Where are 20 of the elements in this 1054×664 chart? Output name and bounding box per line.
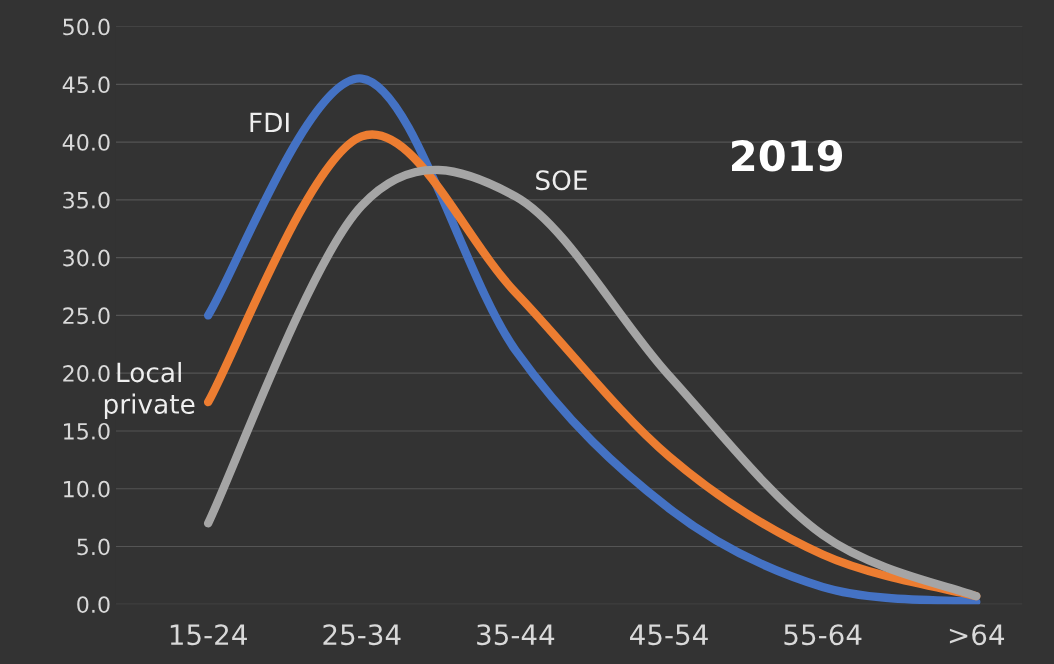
x-tick-label: 45-54 xyxy=(630,624,708,646)
y-tick-label: 35.0 xyxy=(63,191,110,209)
x-tick-label: 15-24 xyxy=(170,624,247,646)
y-tick-label: 10.0 xyxy=(64,480,110,498)
y-tick-label: 20.0 xyxy=(63,365,110,382)
x-tick-label: 35-44 xyxy=(477,624,555,646)
x-tick-label: 25-34 xyxy=(323,624,401,646)
x-tick-label: >64 xyxy=(949,624,1005,646)
series-label: FDI xyxy=(250,112,289,133)
series-label: SOE xyxy=(536,170,587,191)
y-tick-label: 5.0 xyxy=(77,538,110,556)
y-tick-label: 50.0 xyxy=(63,18,110,36)
y-tick-label: 15.0 xyxy=(64,422,110,440)
annotation: 2019 xyxy=(732,140,843,172)
y-tick-label: 45.0 xyxy=(62,76,110,94)
y-tick-label: 40.0 xyxy=(62,134,110,151)
y-tick-label: 0.0 xyxy=(77,596,110,613)
y-tick-label: 25.0 xyxy=(63,307,110,325)
x-tick-label: 55-64 xyxy=(784,624,862,646)
y-tick-label: 30.0 xyxy=(63,249,110,267)
